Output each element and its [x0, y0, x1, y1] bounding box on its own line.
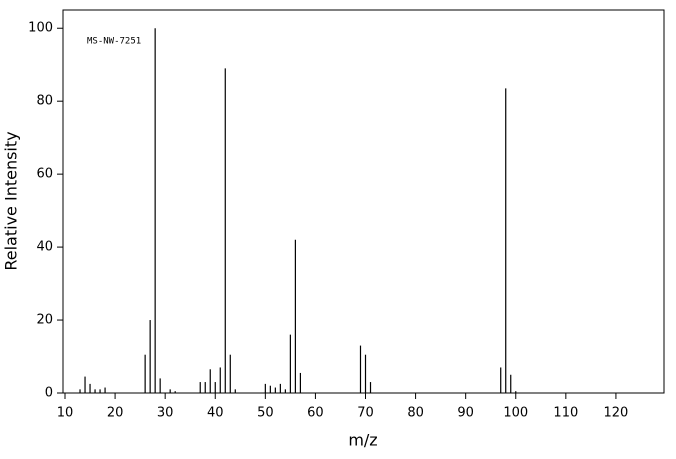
plot-frame: [62, 9, 665, 394]
x-tick-label: 70: [357, 406, 374, 421]
y-tick-label: 20: [36, 313, 53, 328]
x-tick-label: 20: [107, 406, 124, 421]
x-tick-label: 120: [604, 406, 629, 421]
x-tick-label: 100: [503, 406, 528, 421]
x-tick-label: 50: [257, 406, 274, 421]
y-axis-title: Relative Intensity: [2, 131, 21, 270]
x-tick-label: 60: [307, 406, 324, 421]
x-tick-label: 10: [57, 406, 74, 421]
x-tick-label: 30: [157, 406, 174, 421]
x-tick-label: 40: [207, 406, 224, 421]
x-tick-label: 110: [553, 406, 578, 421]
y-tick-label: 60: [36, 167, 53, 182]
x-tick-label: 90: [457, 406, 474, 421]
x-axis-title: m/z: [348, 431, 377, 450]
annotation: MS-NW-7251: [87, 37, 141, 47]
y-tick-label: 0: [45, 386, 53, 401]
x-tick-label: 80: [407, 406, 424, 421]
y-tick-label: 100: [28, 21, 53, 36]
y-tick-label: 80: [36, 94, 53, 109]
y-tick-label: 40: [36, 240, 53, 255]
